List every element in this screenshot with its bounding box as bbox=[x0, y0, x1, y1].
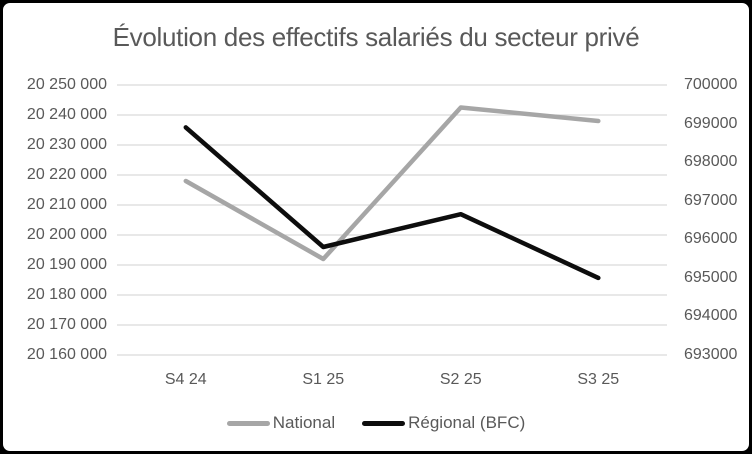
plot-area bbox=[117, 84, 667, 356]
left-axis-tick-label: 20 170 000 bbox=[26, 316, 107, 333]
left-axis-tick-label: 20 230 000 bbox=[26, 136, 107, 153]
x-axis-category-label: S3 25 bbox=[577, 371, 620, 388]
right-axis-tick-label: 698000 bbox=[684, 153, 738, 171]
left-axis-tick-label: 20 200 000 bbox=[26, 226, 107, 243]
left-axis-tick-label: 20 250 000 bbox=[26, 76, 107, 93]
right-axis-tick-label: 695000 bbox=[684, 268, 738, 286]
series-line-national bbox=[183, 105, 601, 262]
legend-line-swatch bbox=[362, 420, 406, 426]
left-axis-tick-label: 20 160 000 bbox=[26, 346, 107, 363]
legend-item-r-gional-bfc: Régional (BFC) bbox=[362, 413, 525, 433]
left-axis-tick-label: 20 210 000 bbox=[26, 196, 107, 213]
left-axis-tick-label: 20 190 000 bbox=[26, 256, 107, 273]
x-axis-category-label: S4 24 bbox=[164, 371, 207, 388]
x-axis-category-label: S2 25 bbox=[439, 371, 482, 388]
left-axis-tick-label: 20 180 000 bbox=[26, 286, 107, 303]
left-axis-tick-label: 20 220 000 bbox=[26, 166, 107, 183]
legend-line-swatch bbox=[226, 420, 270, 426]
right-axis-tick-label: 693000 bbox=[684, 346, 738, 363]
right-axis-tick-label: 696000 bbox=[684, 230, 738, 248]
right-axis-tick-label: 694000 bbox=[684, 307, 738, 325]
left-axis-tick-label: 20 240 000 bbox=[26, 106, 107, 123]
right-axis-tick-label: 699000 bbox=[684, 114, 738, 132]
right-axis-tick-label: 697000 bbox=[684, 191, 738, 209]
series-line-r-gional-bfc bbox=[183, 125, 601, 281]
legend-series-label: National bbox=[272, 413, 336, 432]
chart-title: Évolution des effectifs salariés du sect… bbox=[112, 22, 640, 52]
legend-series-label: Régional (BFC) bbox=[408, 413, 526, 432]
x-axis-category-label: S1 25 bbox=[302, 371, 345, 388]
legend: National Régional (BFC) bbox=[3, 412, 749, 434]
legend-item-national: National bbox=[226, 413, 336, 433]
right-axis-tick-label: 700000 bbox=[684, 76, 738, 93]
